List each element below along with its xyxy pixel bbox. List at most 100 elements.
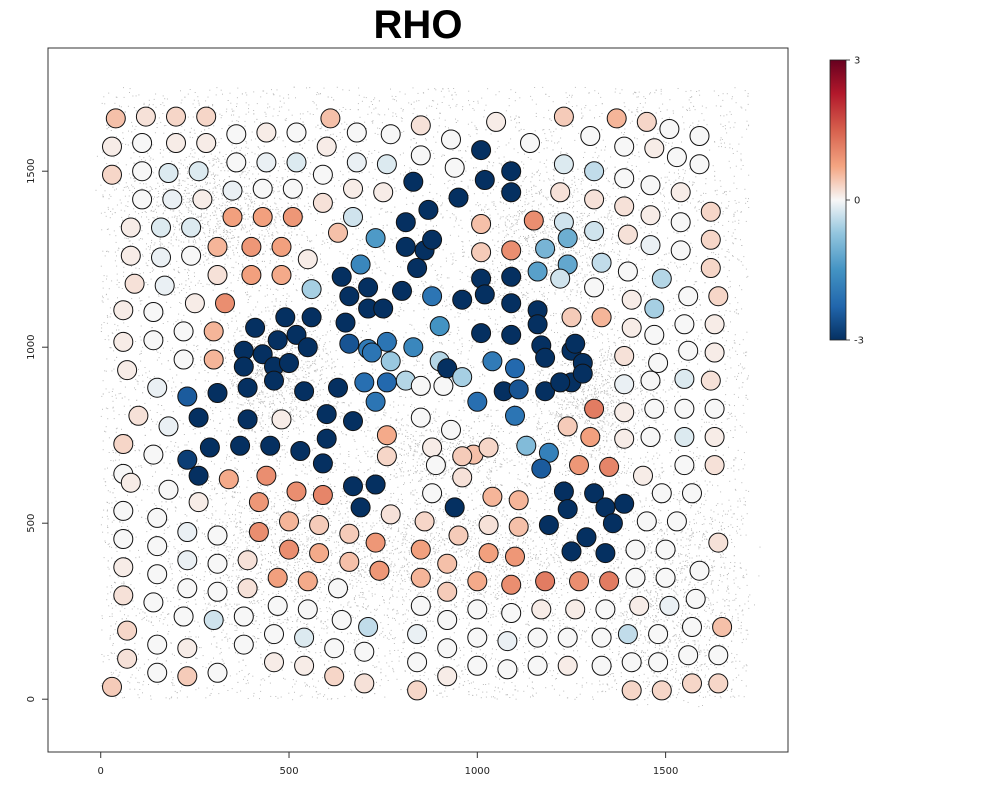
background-cell <box>416 503 418 505</box>
background-cell <box>492 616 494 618</box>
background-cell <box>484 206 486 208</box>
background-cell <box>731 620 733 622</box>
background-cell <box>385 273 387 275</box>
background-cell <box>264 250 266 252</box>
background-cell <box>566 467 568 469</box>
background-cell <box>133 406 134 408</box>
background-cell <box>555 259 556 261</box>
background-cell <box>601 353 602 355</box>
background-cell <box>321 244 323 245</box>
background-cell <box>612 243 614 245</box>
background-cell <box>308 537 310 539</box>
background-cell <box>394 650 396 651</box>
background-cell <box>489 477 491 479</box>
background-cell <box>549 430 551 432</box>
background-cell <box>338 180 340 181</box>
background-cell <box>216 646 218 648</box>
background-cell <box>478 688 480 690</box>
background-cell <box>289 154 291 156</box>
background-cell <box>180 571 182 573</box>
background-cell <box>159 620 160 622</box>
background-cell <box>738 222 740 224</box>
background-cell <box>613 334 615 336</box>
background-cell <box>607 288 609 290</box>
background-cell <box>709 523 711 525</box>
background-cell <box>398 391 400 393</box>
background-cell <box>727 331 729 332</box>
background-cell <box>175 287 177 289</box>
background-cell <box>668 179 670 181</box>
background-cell <box>270 695 272 697</box>
background-cell <box>574 523 575 525</box>
background-cell <box>316 505 318 507</box>
background-cell <box>483 507 485 509</box>
background-cell <box>236 103 238 105</box>
background-cell <box>451 378 453 380</box>
background-cell <box>109 638 111 640</box>
background-cell <box>490 409 492 411</box>
background-cell <box>185 167 187 169</box>
background-cell <box>447 497 449 499</box>
background-cell <box>477 202 479 204</box>
background-cell <box>115 582 116 584</box>
background-cell <box>697 201 699 203</box>
background-cell <box>674 533 676 535</box>
background-cell <box>290 538 292 539</box>
background-cell <box>111 615 113 617</box>
background-cell <box>484 211 485 213</box>
background-cell <box>101 102 103 104</box>
background-cell <box>467 123 469 125</box>
background-cell <box>172 677 174 679</box>
background-cell <box>576 696 578 698</box>
background-cell <box>330 134 332 136</box>
background-cell <box>367 429 369 431</box>
background-cell <box>262 414 264 415</box>
background-cell <box>745 489 747 491</box>
background-cell <box>520 587 522 589</box>
background-cell <box>458 132 460 134</box>
background-cell <box>606 625 608 627</box>
background-cell <box>522 251 524 253</box>
background-cell <box>333 177 334 179</box>
background-cell <box>101 617 103 619</box>
background-cell <box>440 536 442 538</box>
background-cell <box>102 297 104 299</box>
background-cell <box>361 365 363 366</box>
background-cell <box>306 411 308 413</box>
background-cell <box>546 197 548 199</box>
background-cell <box>334 611 335 612</box>
background-cell <box>713 511 715 513</box>
background-cell <box>184 159 186 161</box>
background-cell <box>704 538 706 540</box>
background-cell <box>633 425 635 427</box>
background-cell <box>432 338 434 340</box>
background-cell <box>744 501 746 503</box>
background-cell <box>296 586 298 588</box>
background-cell <box>614 342 616 344</box>
background-cell <box>508 98 510 99</box>
background-cell <box>163 313 165 315</box>
background-cell <box>156 658 157 660</box>
background-cell <box>429 541 431 542</box>
background-cell <box>641 389 643 391</box>
background-cell <box>233 110 235 112</box>
background-cell <box>423 309 425 311</box>
background-cell <box>514 689 516 691</box>
background-cell <box>519 400 521 402</box>
background-cell <box>573 191 575 193</box>
background-cell <box>239 270 241 272</box>
background-cell <box>388 665 390 667</box>
background-cell <box>112 388 114 390</box>
background-cell <box>587 238 588 240</box>
background-cell <box>194 152 196 154</box>
background-cell <box>276 465 278 467</box>
background-cell <box>483 116 485 118</box>
background-cell <box>610 328 612 330</box>
background-cell <box>212 289 214 291</box>
background-cell <box>282 178 284 180</box>
background-cell <box>329 401 331 403</box>
background-cell <box>518 130 520 132</box>
background-cell <box>336 407 338 409</box>
background-cell <box>223 363 225 365</box>
background-cell <box>672 297 674 299</box>
